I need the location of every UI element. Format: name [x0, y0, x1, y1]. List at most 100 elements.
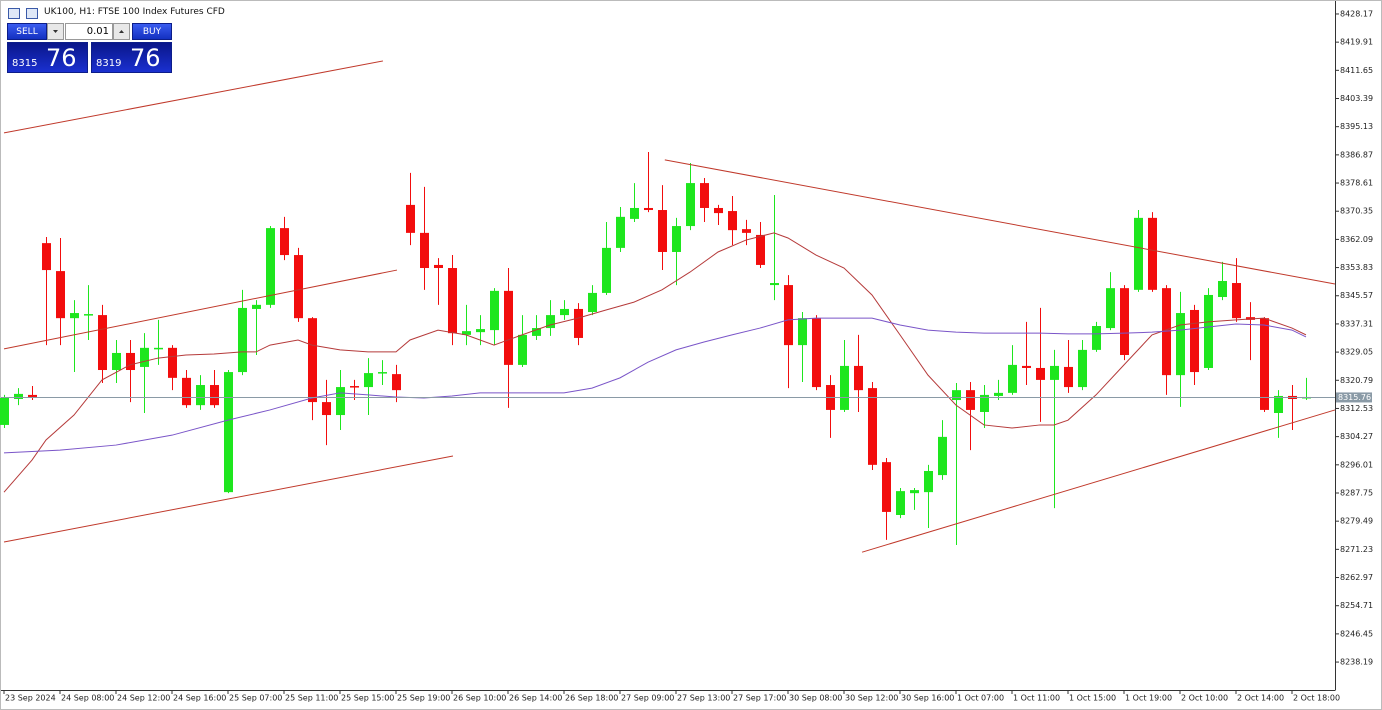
candle-body	[308, 318, 317, 403]
x-tick-label: 24 Sep 08:00	[61, 694, 114, 703]
y-tick-label: 8271.23	[1340, 545, 1373, 554]
candle-body	[840, 365, 849, 410]
x-tick-label: 24 Sep 12:00	[117, 694, 170, 703]
y-tick-label: 8337.31	[1340, 319, 1373, 328]
candle-body	[84, 314, 93, 316]
candle-body	[1162, 288, 1171, 376]
candle-body	[112, 352, 121, 371]
ask-main: 8319	[96, 58, 122, 69]
candle-body	[756, 234, 765, 265]
candle-body	[0, 397, 9, 425]
volume-down[interactable]	[47, 23, 64, 40]
y-tick-label: 8329.05	[1340, 348, 1373, 357]
x-tick-label: 23 Sep 2024	[5, 694, 56, 703]
candle-body	[588, 292, 597, 313]
x-tick-label: 25 Sep 11:00	[285, 694, 338, 703]
candle-body	[168, 347, 177, 378]
trend-line	[664, 159, 1336, 285]
y-tick-label: 8386.87	[1340, 150, 1373, 159]
candle-body	[1134, 217, 1143, 290]
bid-quote[interactable]: 8315 76	[7, 42, 88, 73]
candle-body	[574, 308, 583, 338]
axes: 8428.17 8419.91 8411.65 8403.39 8395.13 8386.…	[3, 9, 1373, 703]
x-tick-label: 2 Oct 10:00	[1181, 694, 1228, 703]
x-tick-label: 30 Sep 08:00	[789, 694, 842, 703]
candle-body	[336, 387, 345, 416]
y-tick-label: 8246.45	[1340, 629, 1373, 638]
candle-body	[238, 307, 247, 373]
y-tick-label: 8287.75	[1340, 488, 1373, 497]
candle-body	[882, 462, 891, 512]
candle-body	[742, 229, 751, 233]
candle-body	[658, 210, 667, 252]
candle-body	[812, 318, 821, 388]
candle-body	[1232, 283, 1241, 319]
x-tick-label: 1 Oct 07:00	[957, 694, 1004, 703]
y-tick-label: 8279.49	[1340, 517, 1373, 526]
current-price-box	[1336, 392, 1372, 403]
candle-body	[98, 315, 107, 371]
chart-icon	[8, 8, 20, 19]
candle-body	[994, 392, 1003, 396]
candle-body	[294, 255, 303, 319]
volume-up[interactable]	[113, 23, 130, 40]
x-tick-label: 2 Oct 14:00	[1237, 694, 1284, 703]
candle-body	[910, 490, 919, 494]
y-tick-label: 8378.61	[1340, 179, 1373, 188]
y-tick-label: 8411.65	[1340, 66, 1373, 75]
candle-body	[14, 393, 23, 400]
ask-pips: 76	[130, 44, 161, 72]
candle-body	[448, 268, 457, 334]
candle-body	[686, 183, 695, 227]
candle-body	[966, 390, 975, 410]
y-tick-label: 8254.71	[1340, 601, 1373, 610]
candle-body	[1204, 294, 1213, 368]
candle-body	[378, 372, 387, 374]
x-tick-label: 24 Sep 16:00	[173, 694, 226, 703]
x-tick-label: 2 Oct 18:00	[1293, 694, 1340, 703]
candle-body	[784, 285, 793, 346]
trend-line	[861, 409, 1336, 553]
x-tick-label: 25 Sep 07:00	[229, 694, 282, 703]
candle-body	[210, 385, 219, 406]
candle-body	[420, 232, 429, 269]
candle-body	[980, 394, 989, 412]
y-tick-label: 8370.35	[1340, 207, 1373, 216]
current-price-label: 8315.76	[1338, 393, 1371, 402]
volume-input[interactable]: 0.01	[65, 23, 113, 40]
sell-button[interactable]: SELL	[7, 23, 47, 40]
y-tick-label: 8320.79	[1340, 376, 1373, 385]
plot-area	[0, 60, 1336, 553]
candle-body	[490, 290, 499, 331]
y-tick-label: 8238.19	[1340, 658, 1373, 667]
buy-button[interactable]: BUY	[132, 23, 172, 40]
candle-body	[1078, 349, 1087, 388]
candle-body	[1218, 280, 1227, 298]
y-tick-label: 8262.97	[1340, 573, 1373, 582]
candle-body	[154, 347, 163, 350]
y-tick-label: 8312.53	[1340, 404, 1373, 413]
candle-body	[1148, 217, 1157, 290]
candle-body	[672, 226, 681, 252]
trend-line	[3, 269, 398, 350]
candle-body	[1274, 395, 1283, 413]
candle-body	[518, 334, 527, 365]
candle-body	[924, 470, 933, 493]
y-tick-label: 8428.17	[1340, 9, 1373, 18]
candle-body	[938, 436, 947, 476]
candle-body	[1022, 365, 1031, 368]
bid-pips: 76	[46, 44, 77, 72]
ask-quote[interactable]: 8319 76	[91, 42, 172, 73]
candle-body	[462, 331, 471, 335]
y-tick-label: 8362.09	[1340, 235, 1373, 244]
candle-body	[728, 211, 737, 231]
candle-body	[56, 271, 65, 319]
candle-body	[406, 204, 415, 233]
candle-body	[1036, 367, 1045, 380]
candle-body	[322, 402, 331, 416]
x-tick-label: 26 Sep 18:00	[565, 694, 618, 703]
x-tick-label: 1 Oct 15:00	[1069, 694, 1116, 703]
candle-body	[1008, 364, 1017, 393]
